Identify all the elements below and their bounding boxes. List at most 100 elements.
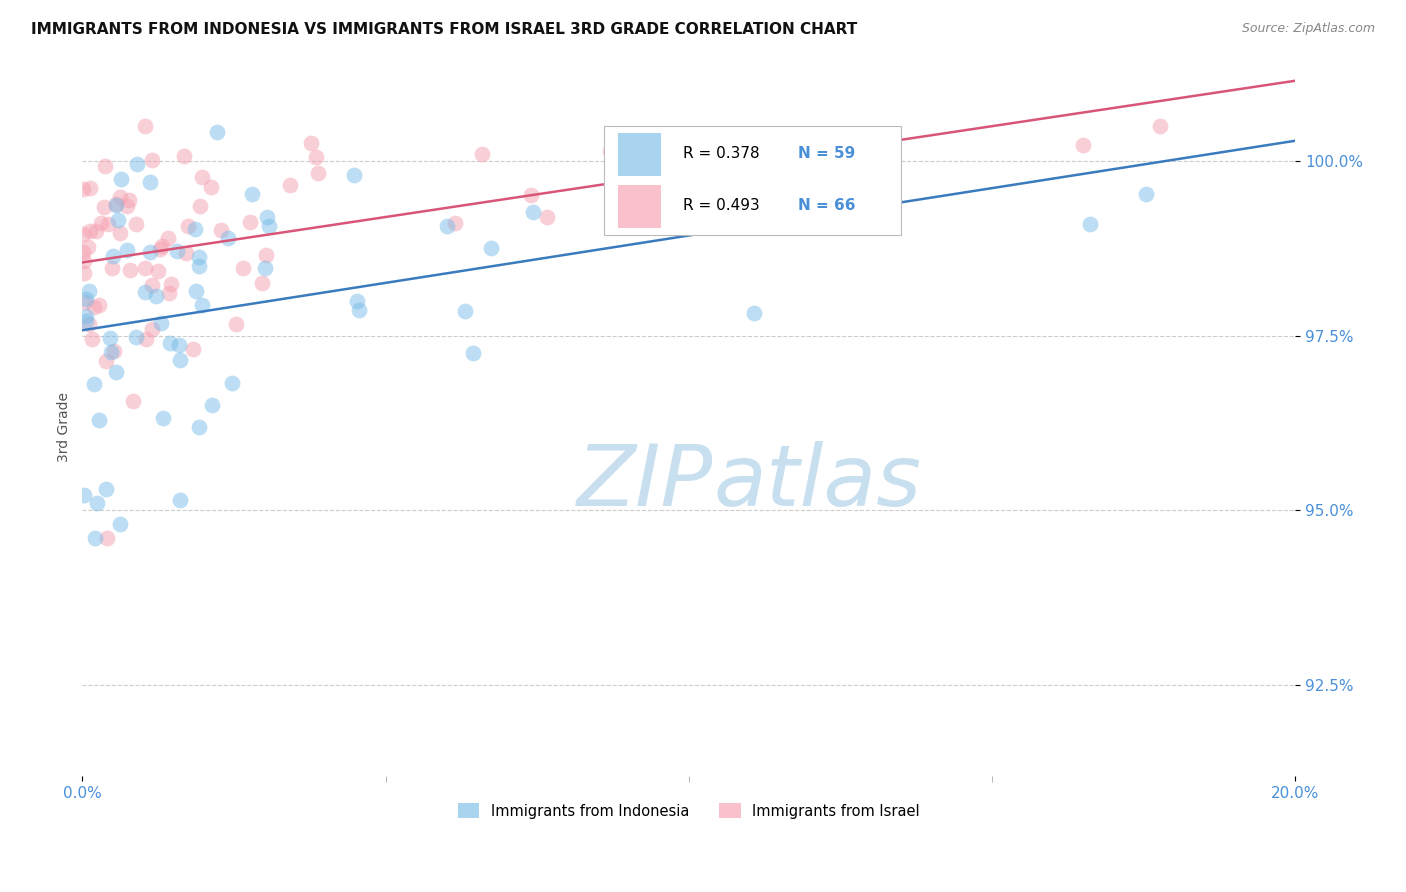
Point <box>127 157 149 171</box>
Legend: Immigrants from Indonesia, Immigrants from Israel: Immigrants from Indonesia, Immigrants fr… <box>451 797 925 824</box>
Point <box>536 210 558 224</box>
Point <box>135 332 157 346</box>
Point <box>256 210 278 224</box>
Point <box>105 198 128 212</box>
Point <box>79 181 101 195</box>
Point <box>169 353 191 368</box>
Point <box>471 146 494 161</box>
Point <box>118 193 141 207</box>
Point <box>167 337 190 351</box>
Point <box>254 261 277 276</box>
Point <box>1071 137 1094 152</box>
Point <box>134 285 156 299</box>
Point <box>72 227 94 241</box>
Point <box>454 304 477 318</box>
Point <box>174 246 197 260</box>
Point <box>122 393 145 408</box>
Point <box>304 150 326 164</box>
Point <box>150 316 173 330</box>
Point <box>278 178 301 193</box>
Point <box>184 284 207 298</box>
Point <box>217 231 239 245</box>
Point <box>139 175 162 189</box>
Text: IMMIGRANTS FROM INDONESIA VS IMMIGRANTS FROM ISRAEL 3RD GRADE CORRELATION CHART: IMMIGRANTS FROM INDONESIA VS IMMIGRANTS … <box>31 22 858 37</box>
Point <box>101 261 124 276</box>
Point <box>343 168 366 182</box>
Point <box>125 329 148 343</box>
Point <box>134 120 156 134</box>
Point <box>94 353 117 368</box>
Point <box>120 262 142 277</box>
Point <box>191 170 214 185</box>
Point <box>239 215 262 229</box>
Point <box>254 248 277 262</box>
Point <box>225 317 247 331</box>
Point <box>96 532 118 546</box>
Point <box>443 216 465 230</box>
Point <box>689 188 711 202</box>
Point <box>150 238 173 252</box>
Point <box>77 317 100 331</box>
Point <box>83 300 105 314</box>
Y-axis label: 3rd Grade: 3rd Grade <box>58 392 72 462</box>
Point <box>77 240 100 254</box>
Point <box>141 277 163 292</box>
Point <box>73 254 96 268</box>
Text: Source: ZipAtlas.com: Source: ZipAtlas.com <box>1241 22 1375 36</box>
Point <box>152 410 174 425</box>
Point <box>479 241 502 255</box>
Point <box>200 180 222 194</box>
Point <box>145 289 167 303</box>
Point <box>599 144 621 158</box>
Point <box>522 205 544 219</box>
Point <box>84 531 107 545</box>
Point <box>77 284 100 298</box>
Point <box>89 298 111 312</box>
Point <box>307 166 329 180</box>
Point <box>98 331 121 345</box>
Point <box>75 314 97 328</box>
Point <box>103 343 125 358</box>
Point <box>134 260 156 275</box>
Point <box>100 344 122 359</box>
Point <box>160 277 183 292</box>
Point <box>191 298 214 312</box>
Point <box>232 260 254 275</box>
Point <box>86 496 108 510</box>
Point <box>141 321 163 335</box>
Point <box>636 179 658 194</box>
Point <box>141 153 163 167</box>
Point <box>90 216 112 230</box>
FancyBboxPatch shape <box>619 133 661 177</box>
Point <box>108 517 131 532</box>
Text: N = 59: N = 59 <box>797 145 855 161</box>
Point <box>209 223 232 237</box>
Point <box>181 343 204 357</box>
Point <box>1149 120 1171 134</box>
Point <box>173 149 195 163</box>
Point <box>187 419 209 434</box>
Point <box>72 182 94 196</box>
Point <box>79 224 101 238</box>
Text: atlas: atlas <box>713 441 921 524</box>
Point <box>157 285 180 300</box>
Point <box>72 488 94 502</box>
Point <box>1078 218 1101 232</box>
Point <box>146 264 169 278</box>
Point <box>97 217 120 231</box>
Point <box>110 190 132 204</box>
Point <box>242 186 264 201</box>
Point <box>87 413 110 427</box>
Point <box>73 266 96 280</box>
Point <box>75 292 97 306</box>
Point <box>520 187 543 202</box>
Point <box>125 217 148 231</box>
Point <box>86 224 108 238</box>
Point <box>156 231 179 245</box>
Point <box>148 242 170 256</box>
Point <box>166 244 188 259</box>
Point <box>108 226 131 240</box>
Point <box>1135 186 1157 201</box>
Point <box>742 306 765 320</box>
Point <box>93 200 115 214</box>
